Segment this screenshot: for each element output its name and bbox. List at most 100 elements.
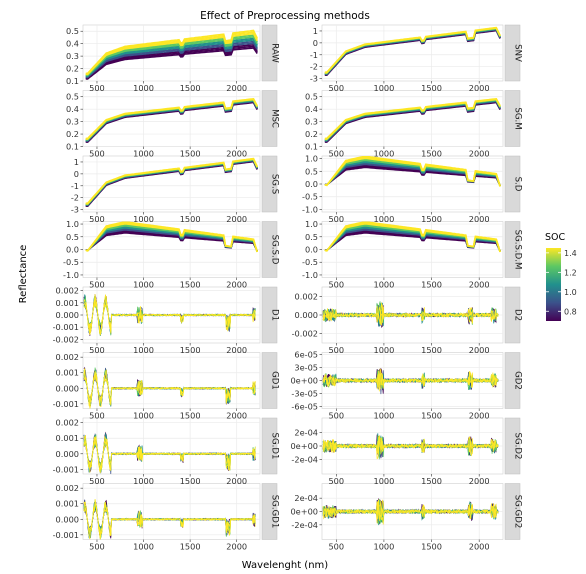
y-tick-label: 0.3 — [66, 117, 79, 127]
spectrum-line — [322, 369, 499, 389]
x-tick-label: 500 — [89, 345, 105, 355]
x-tick-label: 2000 — [226, 411, 247, 421]
x-tick-label: 500 — [328, 476, 344, 486]
panel-sg-gd1: 0.002 0.001 0.000 -0.001 SG.GD1 — [53, 483, 280, 540]
x-tick-label: 500 — [89, 149, 105, 159]
spectrum-line — [85, 221, 258, 253]
y-tick-label: 0.5 — [305, 232, 318, 242]
panel-gd2: 6e-05 3e-05 0e+00 -3e-05 -6e-05 GD2 — [290, 350, 522, 412]
y-tick-label: 0.001 — [56, 368, 79, 378]
y-tick-label: 0.0 — [66, 245, 79, 255]
strip-label: D1 — [270, 309, 280, 321]
y-tick-label: 0e+00 — [290, 441, 318, 451]
spectra-lines — [324, 26, 501, 76]
x-tick-label: 1500 — [180, 411, 201, 421]
y-tick-label: 0.002 — [295, 291, 318, 301]
y-tick-label: 0.002 — [56, 483, 79, 493]
x-tick-label: 1500 — [421, 411, 442, 421]
legend-tick-label: 0.8 — [564, 307, 577, 316]
y-tick-label: 0.002 — [56, 286, 79, 296]
x-tick-label: 500 — [89, 542, 105, 552]
x-tick-label: 1000 — [373, 411, 394, 421]
spectra-lines — [83, 294, 256, 336]
x-tick-label: 1000 — [133, 214, 154, 224]
panel-raw: 0.5 0.4 0.3 0.2 0.1 RAW — [66, 24, 280, 86]
panel-d2: 0.002 0.000 -0.002 D2 — [292, 286, 523, 344]
y-tick-label: 0.5 — [305, 92, 318, 102]
x-tick-label: 2000 — [226, 476, 247, 486]
x-tick-label: 1000 — [373, 214, 394, 224]
y-tick-label: 0.002 — [56, 418, 79, 428]
x-tick-label: 500 — [328, 542, 344, 552]
y-tick-label: -2 — [71, 193, 79, 203]
strip-label: SG.GD1 — [270, 495, 280, 529]
y-tick-label: 0 — [74, 169, 79, 179]
spectrum-line — [83, 294, 256, 335]
strip-background — [504, 90, 521, 147]
panel-background — [321, 24, 504, 82]
y-tick-label: 0.3 — [305, 117, 318, 127]
spectra-lines — [322, 433, 499, 460]
y-tick-label: -1.0 — [302, 204, 318, 214]
panel-background — [82, 352, 261, 409]
y-tick-label: 0.001 — [56, 499, 79, 509]
y-tick-label: 1.0 — [66, 219, 79, 229]
spectrum-line — [83, 369, 256, 409]
panel-msc: 0.5 0.4 0.3 0.2 0.1 MSC — [66, 90, 280, 152]
y-tick-label: -1.0 — [302, 270, 318, 280]
x-tick-label: 1000 — [373, 149, 394, 159]
spectrum-line — [322, 436, 499, 458]
y-tick-label: 0.001 — [56, 433, 79, 443]
y-tick-label: 0.5 — [305, 166, 318, 176]
spectrum-line — [85, 29, 258, 75]
x-tick-label: 1000 — [133, 411, 154, 421]
x-tick-label: 1000 — [373, 542, 394, 552]
y-tick-label: 3e-05 — [294, 363, 318, 373]
y-tick-label: -3e-05 — [291, 388, 318, 398]
strip-background — [504, 286, 521, 344]
y-tick-label: 0.0 — [305, 179, 318, 189]
spectrum-line — [85, 43, 258, 79]
spectrum-line — [324, 26, 501, 73]
strip-label: SG.M — [513, 107, 523, 129]
x-tick-label: 500 — [328, 83, 344, 93]
chart-title: Effect of Preprocessing methods — [200, 10, 370, 22]
y-tick-label: 0.000 — [56, 449, 79, 459]
strip-label: SG.S — [270, 174, 280, 194]
panel-sg-gd2: 2e-04 0e+00 -2e-04 SG.GD2 — [290, 483, 523, 540]
y-tick-label: 0.5 — [66, 26, 79, 36]
y-tick-label: 0.4 — [66, 104, 79, 114]
legend-ticks: 1.4 1.2 1.0 0.8 — [546, 249, 577, 316]
x-tick-label: 500 — [89, 214, 105, 224]
strip-label: D2 — [513, 309, 523, 321]
y-tick-label: 0.2 — [305, 129, 318, 139]
x-tick-label: 2000 — [226, 280, 247, 290]
x-tick-label: 1500 — [180, 83, 201, 93]
y-tick-label: -0.001 — [53, 322, 79, 332]
strip-background — [504, 221, 521, 278]
x-tick-label: 1000 — [373, 83, 394, 93]
spectrum-line — [324, 221, 501, 253]
x-tick-label: 1500 — [180, 542, 201, 552]
panel-sg-d1: 0.002 0.001 0.000 -0.001 SG.D1 — [53, 418, 280, 475]
y-tick-label: 0e+00 — [290, 507, 318, 517]
strip-label: SG.D1 — [270, 433, 280, 460]
spectrum-line — [322, 499, 499, 524]
y-tick-label: -1 — [71, 181, 79, 191]
strip-background — [504, 352, 521, 409]
x-tick-label: 1000 — [133, 476, 154, 486]
strip-label: SG.GD2 — [513, 495, 523, 529]
spectrum-line — [85, 45, 258, 80]
spectrum-line — [85, 97, 258, 140]
strip-background — [504, 483, 521, 540]
spectrum-line — [85, 31, 258, 75]
spectrum-line — [85, 42, 258, 79]
spectrum-line — [85, 36, 258, 77]
strip-background — [261, 286, 278, 344]
spectra-lines — [322, 301, 499, 328]
x-tick-label: 1000 — [133, 280, 154, 290]
y-tick-label: 0.000 — [295, 310, 318, 320]
y-tick-label: 0.0 — [305, 245, 318, 255]
x-axes: 500 1000 1500 2000 500 1000 1500 2000 500 1000 150… — [89, 81, 490, 552]
